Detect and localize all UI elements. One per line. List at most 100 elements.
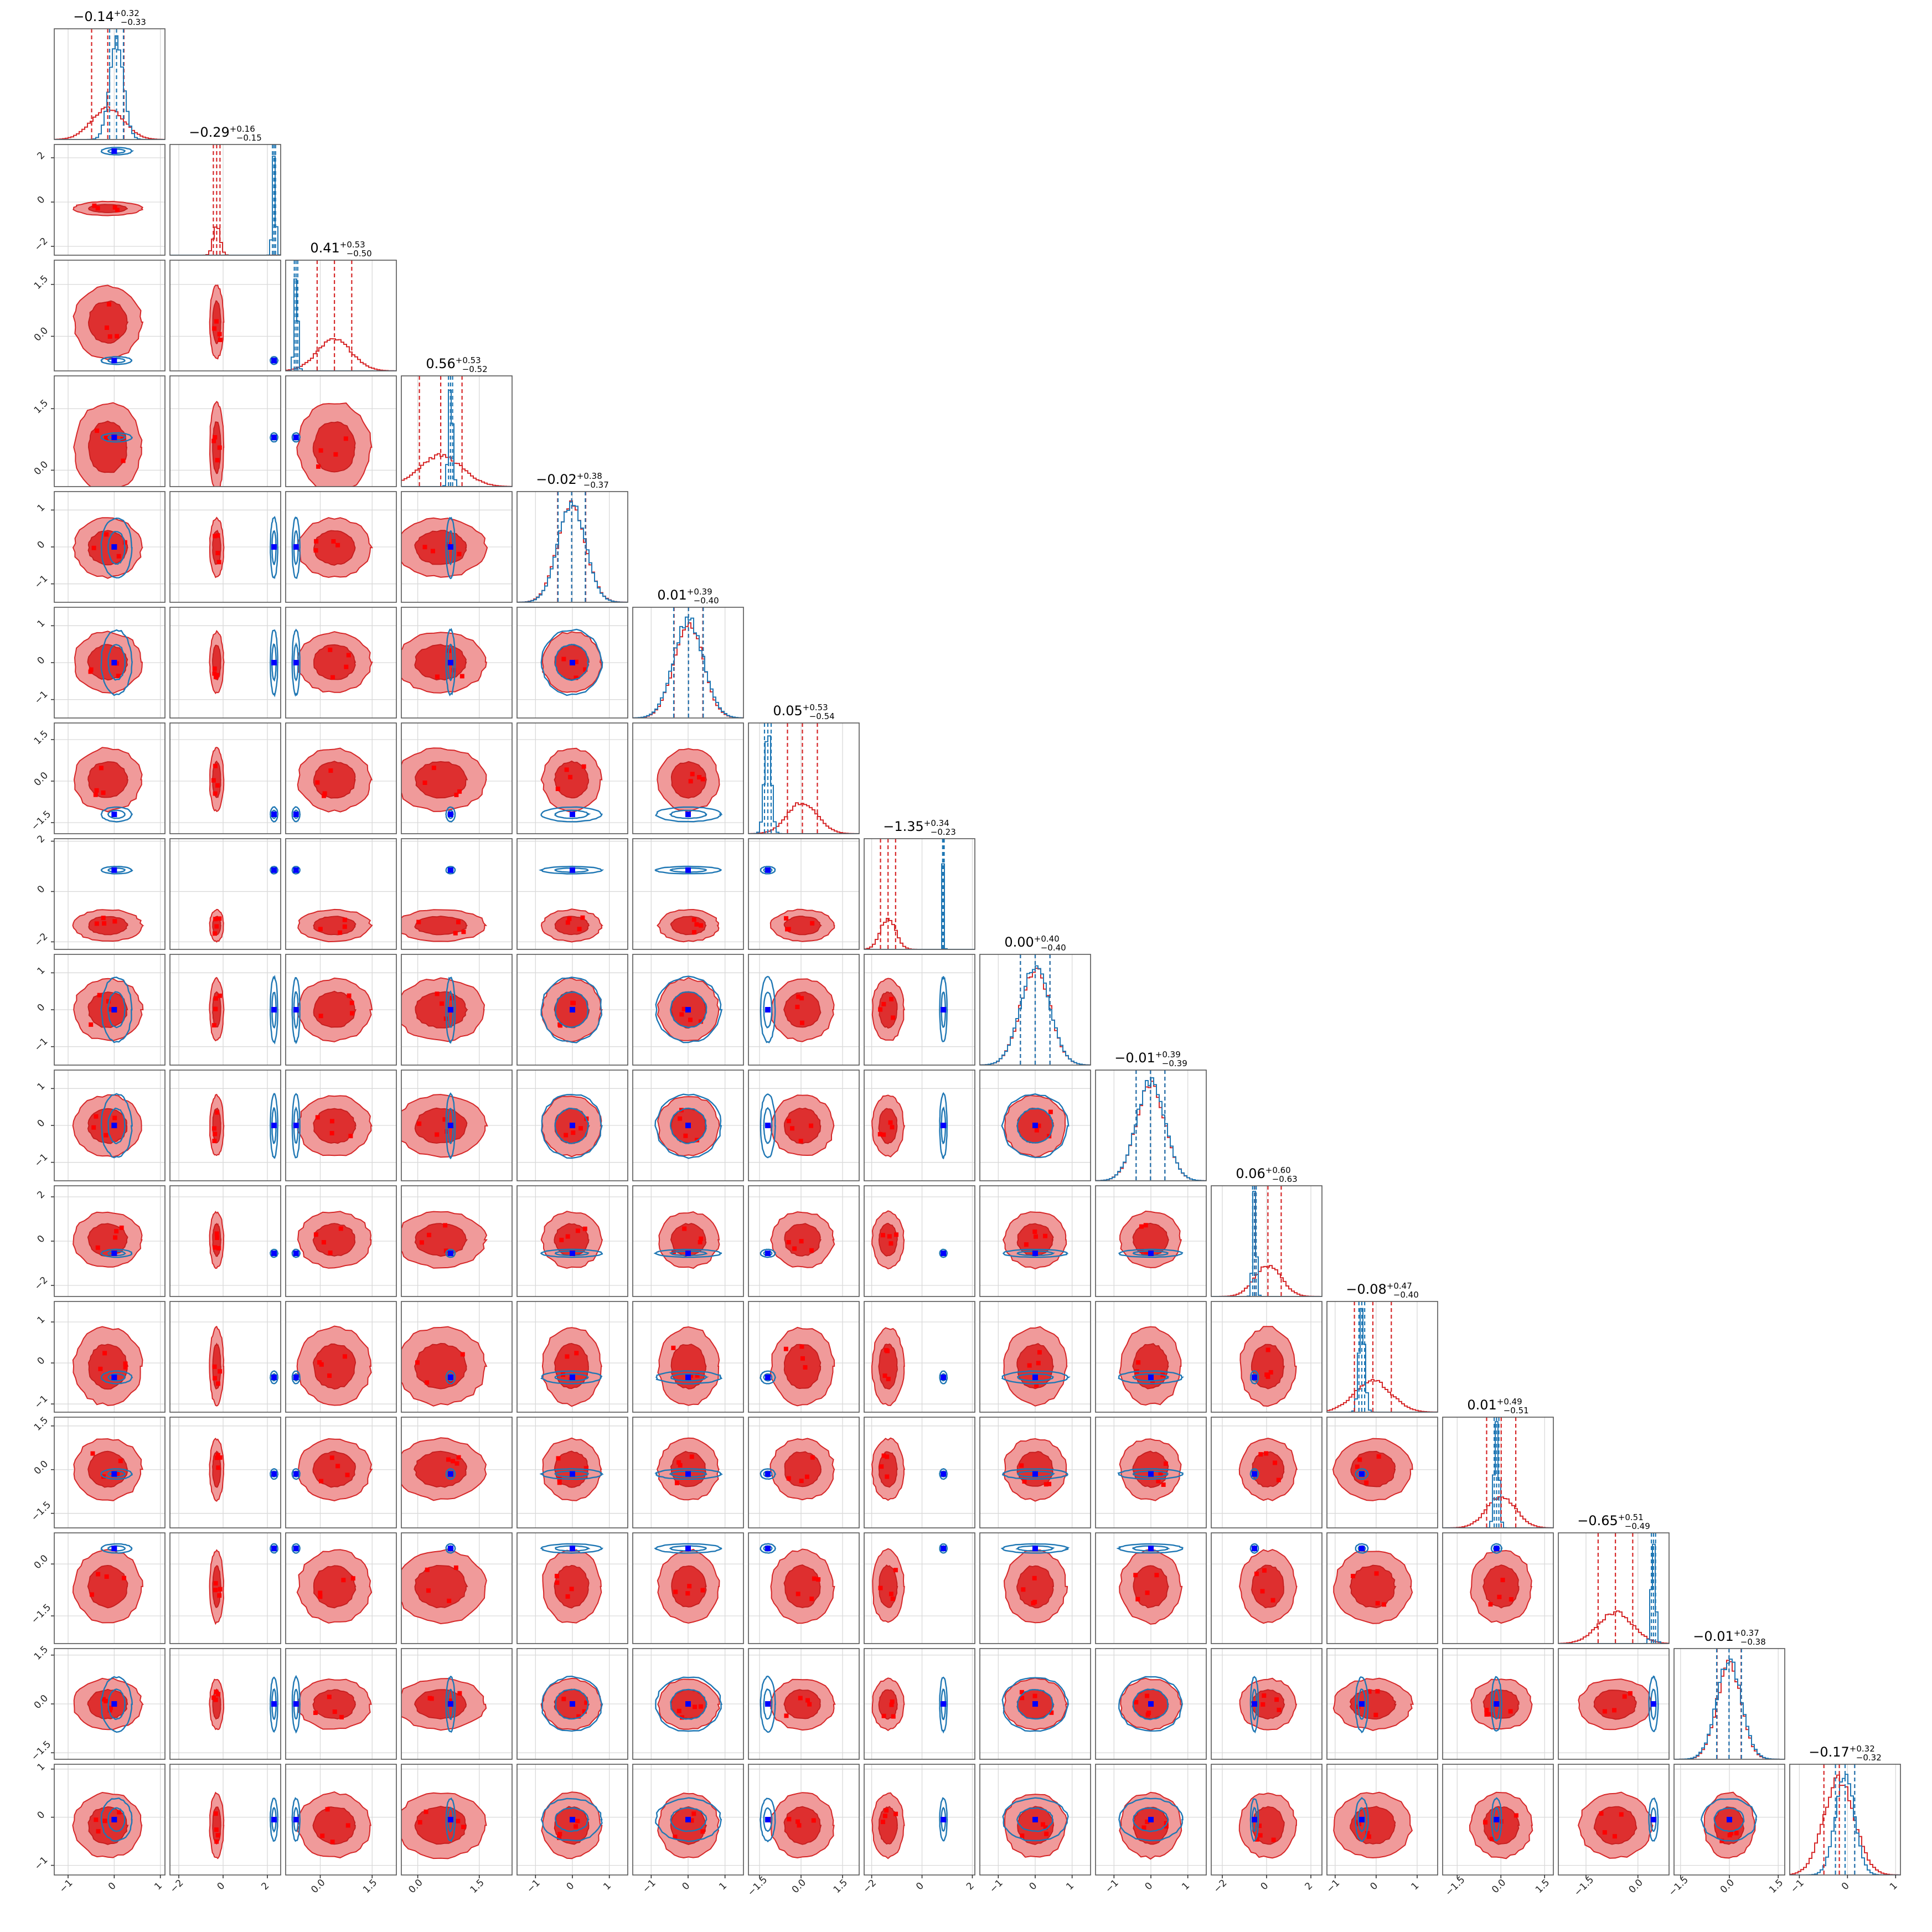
panel-content <box>1239 1326 1297 1407</box>
red-marker <box>456 1455 461 1460</box>
red-marker <box>213 534 218 539</box>
panel-content <box>73 147 144 216</box>
panel-content <box>209 974 278 1045</box>
panel-frame <box>516 491 628 603</box>
blue-contour-inner <box>554 867 589 873</box>
red-marker <box>700 1829 705 1834</box>
red-marker <box>1024 1242 1029 1247</box>
panel-11-6 <box>748 1301 860 1413</box>
blue-contour-outer <box>270 1093 278 1159</box>
title-plus: +0.53 <box>340 240 365 250</box>
blue-contour-outer <box>654 1468 724 1480</box>
red-marker <box>569 1587 574 1592</box>
red-marker <box>214 1839 219 1844</box>
red-marker <box>329 1455 334 1460</box>
panel-frame <box>748 954 860 1066</box>
red-marker <box>1483 1820 1488 1825</box>
red-marker <box>790 1126 795 1131</box>
blue-contour-inner <box>670 1373 709 1382</box>
panel-content <box>655 975 723 1044</box>
blue-histogram <box>286 278 396 371</box>
red-marker <box>313 1710 318 1715</box>
red-histogram <box>1443 1496 1553 1528</box>
blue-contour-inner <box>107 148 126 154</box>
panel-10-1 <box>169 1185 281 1297</box>
red-histogram <box>864 918 975 949</box>
panel-content <box>1238 1438 1298 1501</box>
diag-panel-9: −0.01+0.39 −0.39 <box>1095 1050 1207 1181</box>
panel-frame <box>748 1532 860 1644</box>
panel-content <box>291 402 373 487</box>
panel-5-4 <box>516 607 628 719</box>
diag-panel-7: −1.35+0.34 −0.23 <box>864 818 975 950</box>
panel-frame <box>516 1648 628 1760</box>
red-marker <box>1032 1575 1037 1580</box>
red-marker <box>1488 1712 1493 1717</box>
red-marker <box>213 1006 218 1011</box>
panel-frame <box>1789 1764 1901 1876</box>
red-marker <box>330 675 335 680</box>
red-marker <box>809 1597 814 1602</box>
red-marker <box>795 1004 800 1009</box>
panel-10-3 <box>401 1185 513 1297</box>
red-histogram <box>1558 1610 1669 1644</box>
panel-9-0: −101 <box>33 1070 166 1181</box>
red-marker <box>218 1369 223 1374</box>
panel-frame <box>864 838 975 950</box>
panel-content <box>654 865 722 943</box>
blue-contour-outer <box>540 1248 603 1258</box>
blue-contour-outer <box>1002 1248 1069 1258</box>
panel-content <box>1332 1438 1413 1501</box>
panel-10-6 <box>748 1185 860 1297</box>
title-plus: +0.34 <box>924 818 949 828</box>
blue-contour-outer <box>760 865 776 875</box>
red-marker <box>1375 1601 1380 1606</box>
panel-14-3 <box>401 1648 513 1760</box>
red-marker <box>879 1464 884 1469</box>
blue-contour-outer <box>291 806 301 823</box>
red-marker <box>104 1574 109 1579</box>
panel-13-6 <box>748 1532 860 1644</box>
truth-marker <box>570 1471 575 1477</box>
panel-9-8 <box>979 1070 1091 1181</box>
panel-frame <box>285 1070 397 1181</box>
red-marker <box>415 1360 420 1365</box>
panel-frame <box>54 28 166 140</box>
truth-marker <box>941 1375 947 1381</box>
red-marker <box>893 1811 898 1816</box>
truth-marker <box>570 1375 575 1381</box>
red-marker <box>211 778 216 783</box>
red-marker <box>214 1455 219 1460</box>
red-marker <box>212 666 217 671</box>
red-marker <box>95 428 100 433</box>
red-marker <box>1041 1822 1046 1827</box>
red-marker <box>1508 1709 1513 1714</box>
red-contour-inner <box>1132 1343 1169 1389</box>
panel-10-9 <box>1095 1185 1207 1297</box>
red-marker <box>315 1115 320 1120</box>
red-histogram <box>1327 1379 1438 1412</box>
diag-panel-5: 0.01+0.39 −0.40 <box>632 587 744 719</box>
red-marker <box>888 1241 893 1246</box>
panel-content <box>209 747 278 823</box>
red-marker <box>338 930 343 935</box>
panel-frame <box>169 1417 281 1528</box>
truth-marker <box>685 1123 691 1128</box>
red-marker <box>1145 1590 1150 1595</box>
panel-13-12 <box>1442 1532 1554 1644</box>
panel-13-1 <box>169 1532 281 1644</box>
blue-contour-outer <box>100 977 133 1044</box>
red-marker <box>213 1811 218 1816</box>
truth-marker <box>1727 1817 1732 1822</box>
title-minus: −0.32 <box>1856 1753 1882 1763</box>
blue-contour-outer <box>655 1797 722 1842</box>
red-marker <box>101 916 106 921</box>
blue-contour-outer <box>100 1370 133 1385</box>
panel-content <box>73 1211 143 1268</box>
blue-contour-outer <box>1249 1798 1259 1842</box>
panel-frame <box>516 1185 628 1297</box>
red-marker <box>116 674 121 679</box>
red-marker <box>216 1692 221 1697</box>
panel-frame <box>401 1301 513 1413</box>
panel-content <box>760 1093 835 1159</box>
